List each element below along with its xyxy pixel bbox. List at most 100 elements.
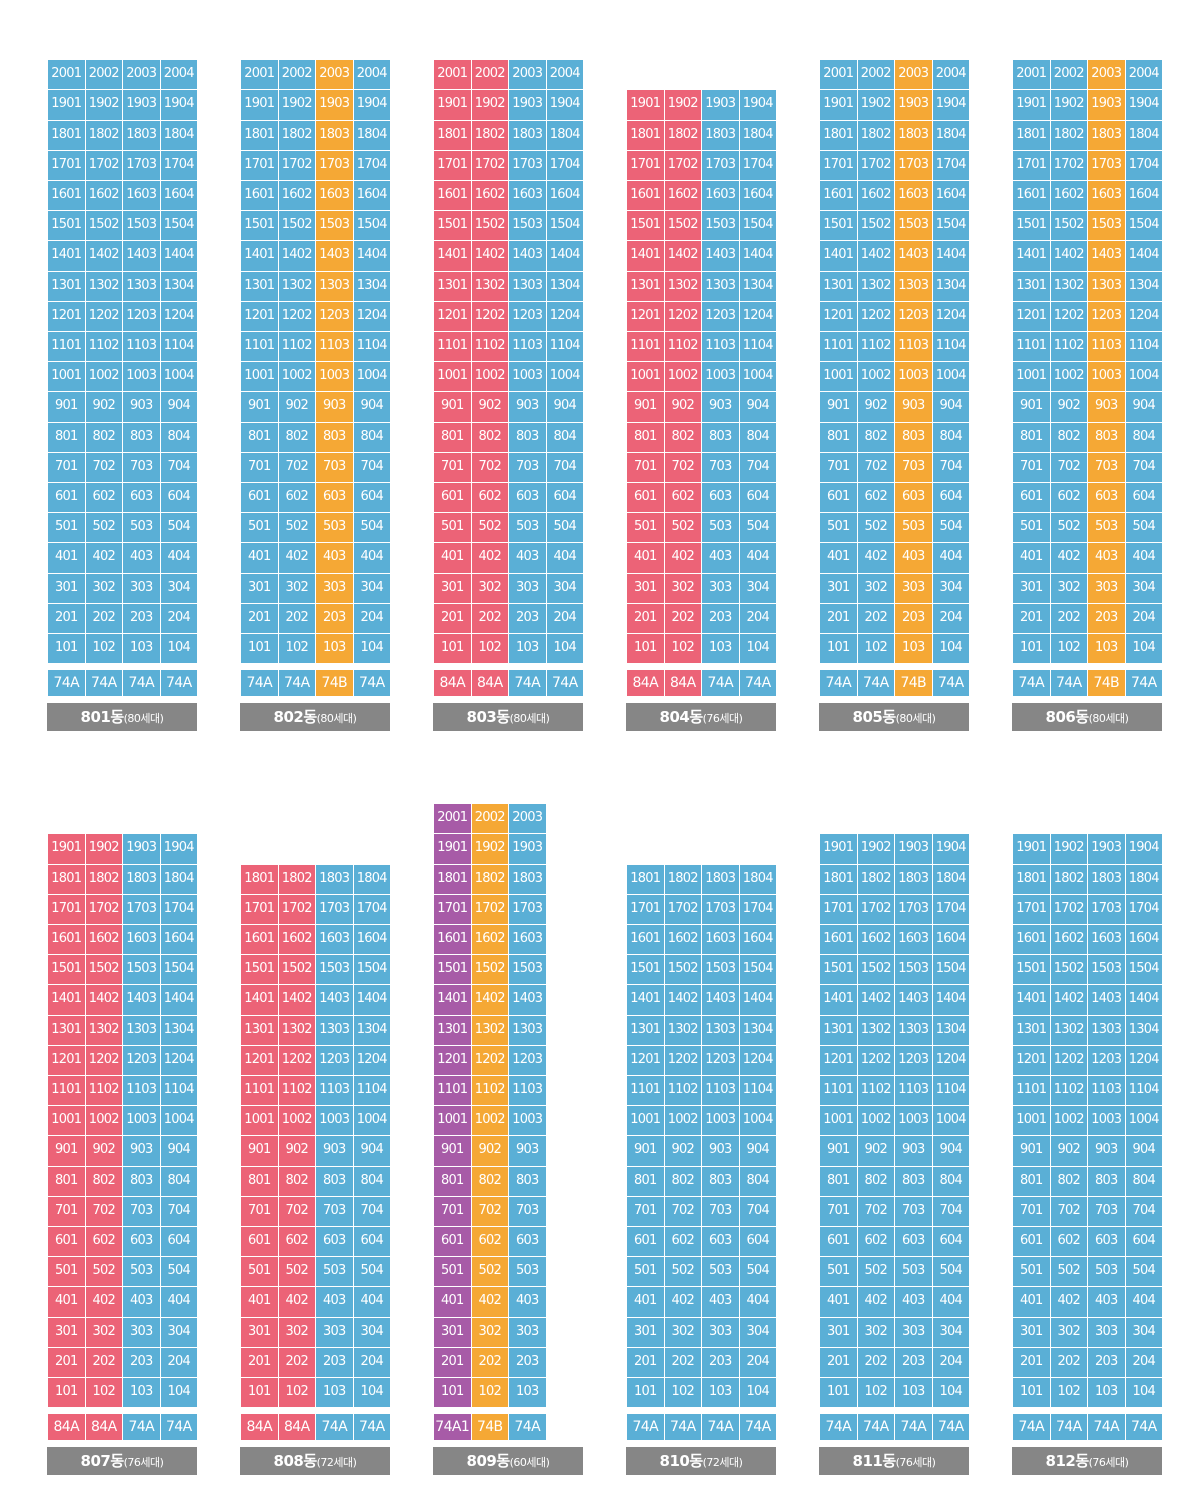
unit-cell: 1903 [1087,89,1126,121]
unit-cell: 301 [47,572,86,604]
unit-cell: 904 [738,1135,777,1167]
unit-cell: 203 [894,602,933,634]
unit-cell: 1404 [931,240,970,272]
unit-cell: 1304 [931,1014,970,1046]
unit-cell: 703 [701,1195,740,1227]
unit-cell: 202 [856,1346,895,1378]
building-name: 809동 [466,1451,511,1470]
unit-cell: 1803 [894,863,933,895]
unit-cell: 1301 [1012,1014,1051,1046]
unit-cell: 904 [159,391,198,423]
unit-cell: 1203 [315,1044,354,1076]
unit-cell: 1503 [701,954,740,986]
unit-cell: 801 [47,421,86,453]
unit-cell: 904 [1124,391,1163,423]
unit-cell: 1401 [433,240,472,272]
unit-cell: 1704 [738,149,777,181]
household-count: (76세대) [702,711,743,725]
unit-cell: 1401 [626,984,665,1016]
unit-cell: 1904 [545,89,584,121]
unit-cell: 301 [626,572,665,604]
unit-cell: 803 [315,1165,354,1197]
unit-cell: 1701 [433,149,472,181]
unit-cell: 1101 [1012,330,1051,363]
unit-cell: 1901 [240,89,279,121]
unit-cell: 603 [315,1225,354,1258]
unit-cell: 1101 [626,330,665,363]
unit-cell: 1302 [856,270,895,302]
unit-cell: 504 [159,1256,198,1288]
unit-cell: 1103 [894,330,933,363]
unit-cell: 403 [508,542,547,574]
unit-cell: 502 [277,1256,316,1288]
unit-cell: 904 [352,1135,391,1167]
unit-cell: 103 [701,632,740,665]
unit-cell: 1403 [508,984,547,1016]
unit-cell: 2003 [122,59,161,91]
building-name: 801동 [80,707,125,726]
unit-cell: 1603 [894,923,933,956]
unit-cell: 602 [1049,481,1088,514]
unit-cell: 602 [470,1225,509,1258]
unit-cell: 803 [894,1165,933,1197]
unit-cell: 501 [240,1256,279,1288]
unit-cell: 2004 [1124,59,1163,91]
unit-cell: 902 [1049,391,1088,423]
unit-cell: 1202 [1049,300,1088,332]
unit-cell: 1602 [856,179,895,212]
unit-cell: 703 [1087,451,1126,483]
unit-cell: 101 [819,632,858,665]
unit-cell: 301 [819,1316,858,1348]
unit-cell: 102 [277,1376,316,1409]
unit-cell: 1504 [159,210,198,242]
unit-cell: 304 [159,1316,198,1348]
unit-cell: 1601 [433,923,472,956]
unit-cell: 804 [931,421,970,453]
unit-cell: 702 [470,1195,509,1227]
unit-cell: 303 [315,572,354,604]
unit-cell: 1801 [433,863,472,895]
unit-cell: 604 [931,1225,970,1258]
unit-cell: 1003 [894,1105,933,1137]
unit-cell: 202 [663,602,702,634]
unit-cell: 602 [663,481,702,514]
unit-cell: 903 [122,1135,161,1167]
unit-cell: 1501 [240,954,279,986]
unit-cell: 1004 [738,361,777,393]
unit-cell: 1902 [1049,89,1088,121]
unit-cell: 1201 [47,1044,86,1076]
unit-type-label: 74A [352,668,391,697]
unit-cell: 1002 [277,1105,316,1137]
unit-cell: 1002 [663,361,702,393]
unit-cell: 202 [84,602,123,634]
unit-cell: 1004 [1124,1105,1163,1137]
unit-cell: 703 [508,451,547,483]
unit-cell: 1402 [277,240,316,272]
unit-cell: 1202 [277,300,316,332]
unit-cell: 103 [894,632,933,665]
unit-cell: 1104 [159,1074,198,1107]
unit-cell: 1804 [1124,863,1163,895]
building-name: 803동 [466,707,511,726]
unit-cell: 1404 [738,240,777,272]
unit-cell: 402 [1049,542,1088,574]
unit-cell: 304 [159,572,198,604]
building-name: 808동 [273,1451,318,1470]
unit-type-label: 84A [433,668,472,697]
unit-type-label: 74A [738,668,777,697]
unit-cell: 1502 [663,954,702,986]
unit-cell: 1804 [1124,119,1163,151]
unit-cell: 1204 [159,1044,198,1076]
unit-cell: 401 [819,542,858,574]
unit-cell: 901 [1012,391,1051,423]
unit-cell: 204 [352,1346,391,1378]
unit-cell: 401 [47,542,86,574]
unit-cell: 204 [159,602,198,634]
unit-cell: 201 [819,1346,858,1378]
unit-cell: 1201 [626,1044,665,1076]
unit-cell: 304 [545,572,584,604]
unit-cell: 1302 [84,270,123,302]
unit-cell: 1001 [433,1105,472,1137]
unit-cell: 1703 [508,893,547,925]
unit-cell: 502 [470,1256,509,1288]
